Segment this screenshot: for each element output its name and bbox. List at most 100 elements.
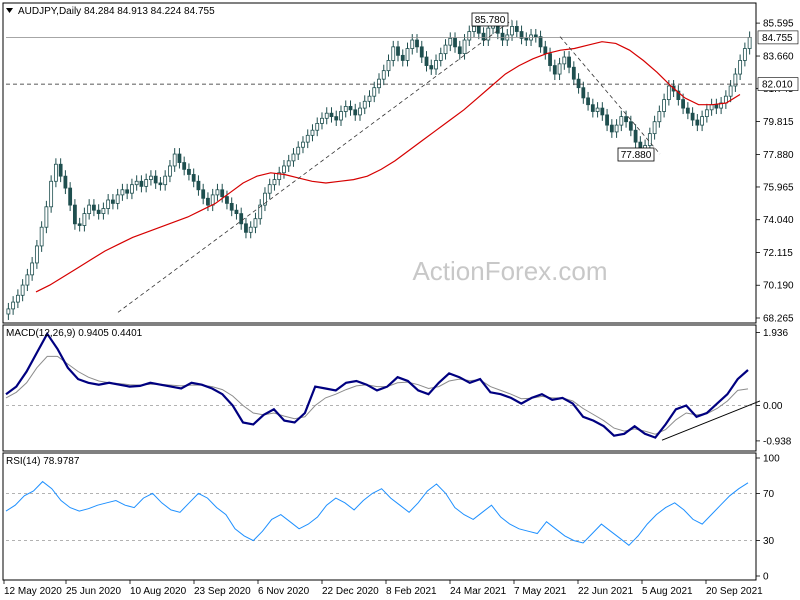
- price-tick-label: 85.595: [763, 19, 794, 30]
- candle-body: [44, 206, 49, 228]
- candle-body: [733, 73, 738, 87]
- candle-body: [400, 54, 405, 61]
- candle-body: [120, 189, 125, 196]
- candle-body: [714, 104, 719, 109]
- candle-body: [372, 87, 377, 97]
- candle-body: [187, 168, 191, 175]
- x-tick-label: 20 Sep 2021: [706, 586, 763, 597]
- macd-tick-label: 0.00: [763, 401, 783, 412]
- candle-body: [20, 284, 25, 296]
- price-tick-label: 70.190: [763, 281, 794, 292]
- candle-body: [676, 90, 681, 100]
- candle-body: [339, 111, 343, 121]
- candle-body: [524, 37, 529, 41]
- candle-body: [248, 226, 253, 233]
- candle-body: [614, 124, 619, 133]
- rsi-tick-label: 100: [763, 454, 780, 465]
- candle-body: [410, 39, 415, 49]
- rising-trendline: [117, 19, 513, 313]
- candle-body: [448, 37, 453, 46]
- macd-main-line: [5, 331, 749, 439]
- peak-annotation-box: [471, 12, 509, 27]
- candle-body: [101, 208, 106, 215]
- level-tag-label: 82.010: [762, 80, 793, 91]
- falling-trendline: [559, 36, 661, 155]
- candle-body: [453, 37, 457, 48]
- candle-body: [391, 46, 396, 61]
- candle-body: [77, 223, 82, 226]
- candle-body: [633, 129, 638, 143]
- candle-body: [310, 129, 315, 136]
- candle-body: [153, 175, 158, 184]
- candle-body: [177, 153, 182, 163]
- candle-body: [125, 189, 130, 194]
- candle-body: [552, 65, 557, 75]
- candle-body: [220, 189, 225, 197]
- candle-body: [419, 46, 424, 58]
- macd-signal-line: [5, 355, 749, 435]
- candle-body: [234, 209, 239, 215]
- candle-body: [533, 34, 538, 38]
- candle-body: [590, 104, 595, 112]
- candle-body: [666, 85, 671, 100]
- candle-body: [538, 36, 543, 48]
- candle-body: [96, 209, 101, 215]
- candle-body: [244, 223, 248, 233]
- candle-body: [315, 123, 320, 131]
- candle-body: [486, 27, 491, 41]
- candle-body: [163, 175, 168, 186]
- candle-body: [472, 26, 476, 32]
- candle-body: [662, 99, 666, 112]
- candle-body: [571, 66, 576, 80]
- candle-body: [106, 199, 111, 209]
- candle-body: [652, 121, 657, 135]
- candle-body: [348, 105, 353, 111]
- candle-body: [510, 26, 514, 36]
- candle-body: [719, 102, 724, 109]
- candle-body: [429, 65, 434, 70]
- price-tick-label: 68.265: [763, 314, 794, 325]
- x-tick-label: 25 Jun 2020: [66, 586, 121, 597]
- candle-body: [343, 105, 348, 112]
- macd-tick-label: 1.936: [763, 328, 788, 339]
- candle-body: [134, 180, 139, 186]
- candle-body: [63, 175, 68, 189]
- candle-body: [158, 182, 163, 186]
- candle-body: [191, 174, 196, 182]
- candle-body: [130, 184, 134, 194]
- candle-body: [415, 39, 419, 48]
- candle-body: [605, 114, 609, 126]
- candle-body: [196, 180, 201, 191]
- candle-body: [704, 109, 709, 118]
- candle-body: [681, 99, 686, 109]
- peak-annotation-label: 85.780: [475, 15, 506, 26]
- candle-body: [168, 165, 172, 177]
- candle-body: [581, 87, 586, 99]
- candle-body: [434, 60, 438, 70]
- candle-body: [6, 308, 11, 315]
- candle-body: [305, 134, 310, 143]
- candle-body: [386, 60, 391, 72]
- x-tick-label: 10 Aug 2020: [130, 586, 187, 597]
- candle-body: [362, 100, 367, 109]
- candle-body: [624, 116, 628, 123]
- candle-body: [239, 213, 244, 225]
- price-candles: [6, 17, 752, 320]
- x-tick-label: 24 Mar 2021: [450, 586, 507, 597]
- macd-lines: [5, 331, 761, 441]
- macd-tick-label: -0.938: [763, 436, 792, 447]
- symbol-arrow-icon: [6, 8, 13, 13]
- candle-body: [600, 107, 605, 116]
- candle-body: [476, 26, 481, 34]
- price-tick-label: 83.660: [763, 52, 794, 63]
- candle-body: [258, 204, 263, 220]
- candle-body: [296, 146, 301, 155]
- candle-body: [58, 163, 63, 177]
- candle-body: [396, 46, 400, 56]
- candle-body: [358, 107, 362, 116]
- candle-body: [586, 97, 590, 106]
- candle-body: [263, 192, 267, 206]
- candle-body: [457, 46, 462, 55]
- candle-body: [272, 179, 277, 186]
